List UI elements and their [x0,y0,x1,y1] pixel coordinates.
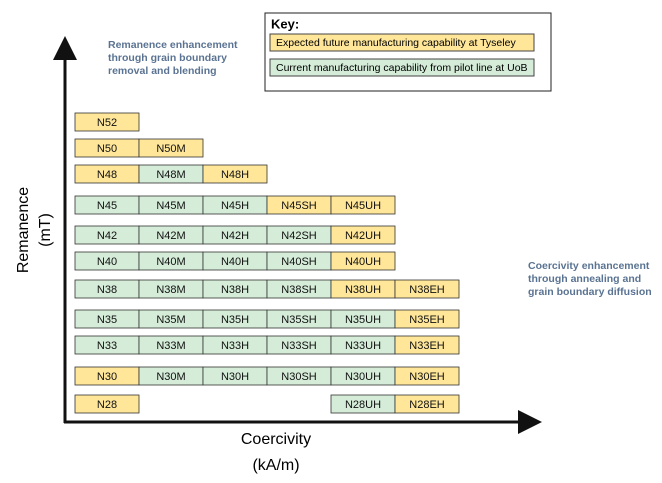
grade-label: N42 [97,230,117,242]
grade-cell [394,335,460,355]
grade-label: N38UH [345,284,381,296]
grade-label: N30UH [345,371,381,383]
annotation-line: grain boundary diffusion [528,286,652,298]
grade-label: N33EH [409,340,445,352]
grade-label: N28 [97,399,117,411]
grade-cell [394,394,460,414]
grade-label: N30EH [409,371,445,383]
grade-label: N28EH [409,399,445,411]
x-axis-unit: (kA/m) [252,457,299,474]
grade-label: N35M [156,314,185,326]
grade-cell [394,366,460,386]
key-swatch [269,33,535,52]
grade-label: N33 [97,340,117,352]
y-axis-label: Remanence [15,187,32,273]
grade-label: N38H [221,284,249,296]
grade-label: N48 [97,169,117,181]
grade-label: N38 [97,284,117,296]
grade-label: N40SH [281,256,317,268]
grade-label: N28UH [345,399,381,411]
annotation-line: Coercivity enhancement [528,260,650,272]
grade-label: N33SH [281,340,317,352]
key-swatch [269,58,535,77]
grade-label: N35H [221,314,249,326]
grade-label: N30H [221,371,249,383]
grade-label: N40UH [345,256,381,268]
grade-label: N30M [156,371,185,383]
grade-label: N42UH [345,230,381,242]
grade-label: N45SH [281,200,317,212]
grade-label: N42H [221,230,249,242]
grade-label: N38SH [281,284,317,296]
grade-cell [202,164,268,184]
annotation-line: through annealing and [528,273,641,285]
content: Expected future manufacturing capability… [74,33,652,414]
grade-label: N45 [97,200,117,212]
key-label: Current manufacturing capability from pi… [276,62,528,74]
grade-cell [74,394,140,414]
grade-label: N52 [97,117,117,129]
annotation-line: removal and blending [108,65,217,77]
grade-cell [74,112,140,132]
grade-label: N50 [97,143,117,155]
grade-label: N42M [156,230,185,242]
key-title: Key: [271,16,299,31]
grade-label: N38M [156,284,185,296]
grade-label: N35UH [345,314,381,326]
grade-label: N30 [97,371,117,383]
y-axis-unit: (mT) [37,213,54,247]
grade-label: N48H [221,169,249,181]
grade-cell [330,195,396,215]
grade-cell [330,225,396,245]
grade-label: N40 [97,256,117,268]
x-axis-label: Coercivity [241,431,311,448]
grade-cell [394,279,460,299]
grade-label: N50M [156,143,185,155]
grade-label: N45UH [345,200,381,212]
grade-label: N45M [156,200,185,212]
grade-label: N35SH [281,314,317,326]
grade-cell [138,138,204,158]
grade-label: N33M [156,340,185,352]
grade-label: N42SH [281,230,317,242]
grade-label: N48M [156,169,185,181]
grade-label: N33UH [345,340,381,352]
grade-label: N40M [156,256,185,268]
annotation-line: Remanence enhancement [108,39,238,51]
key-label: Expected future manufacturing capability… [276,37,516,49]
grade-label: N33H [221,340,249,352]
grade-label: N35EH [409,314,445,326]
grade-cell [330,251,396,271]
grade-label: N30SH [281,371,317,383]
grade-label: N40H [221,256,249,268]
grade-cell [394,309,460,329]
grade-label: N35 [97,314,117,326]
annotation-line: through grain boundary [108,52,227,64]
grade-label: N45H [221,200,249,212]
key-box [264,12,552,92]
grade-label: N38EH [409,284,445,296]
